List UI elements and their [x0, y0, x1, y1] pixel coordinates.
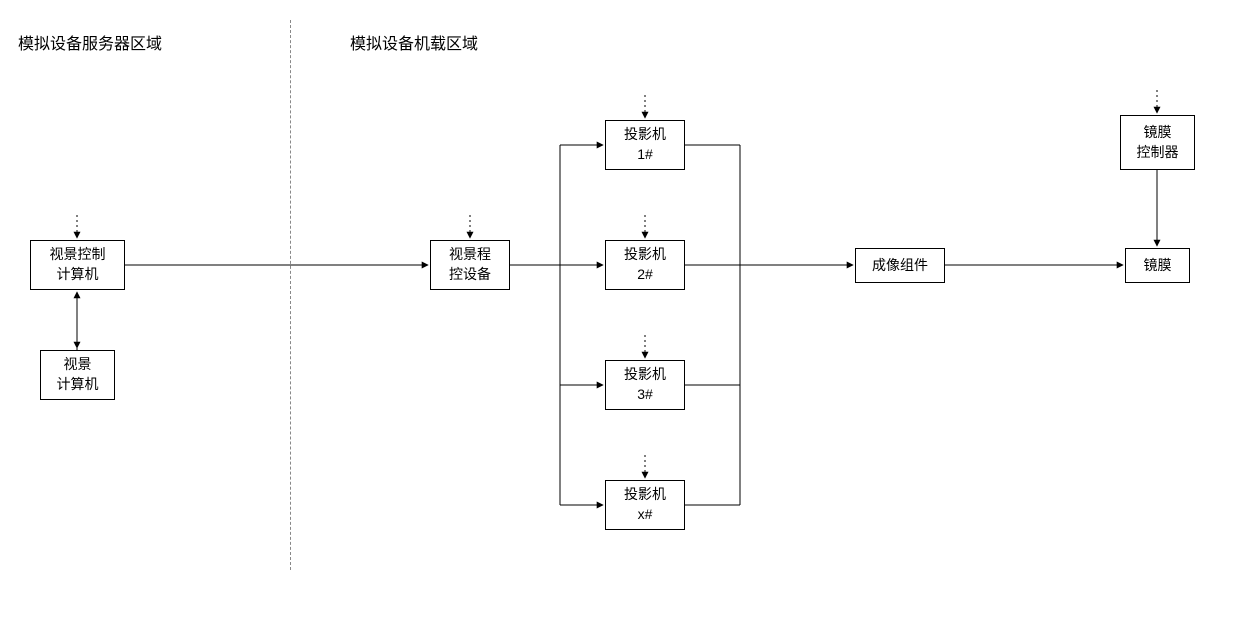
connectors [0, 0, 1240, 630]
node-imaging: 成像组件 [855, 248, 945, 283]
region-divider [290, 20, 291, 570]
node-vis-comp: 视景 计算机 [40, 350, 115, 400]
node-vis-prog-ctrl: 视景程 控设备 [430, 240, 510, 290]
node-projx: 投影机 x# [605, 480, 685, 530]
region-label-server: 模拟设备服务器区域 [18, 30, 162, 54]
node-proj3: 投影机 3# [605, 360, 685, 410]
node-proj2: 投影机 2# [605, 240, 685, 290]
node-vis-ctrl: 视景控制 计算机 [30, 240, 125, 290]
node-mirror-ctrl: 镜膜 控制器 [1120, 115, 1195, 170]
node-mirror: 镜膜 [1125, 248, 1190, 283]
node-proj1: 投影机 1# [605, 120, 685, 170]
region-label-onboard: 模拟设备机载区域 [350, 30, 478, 54]
